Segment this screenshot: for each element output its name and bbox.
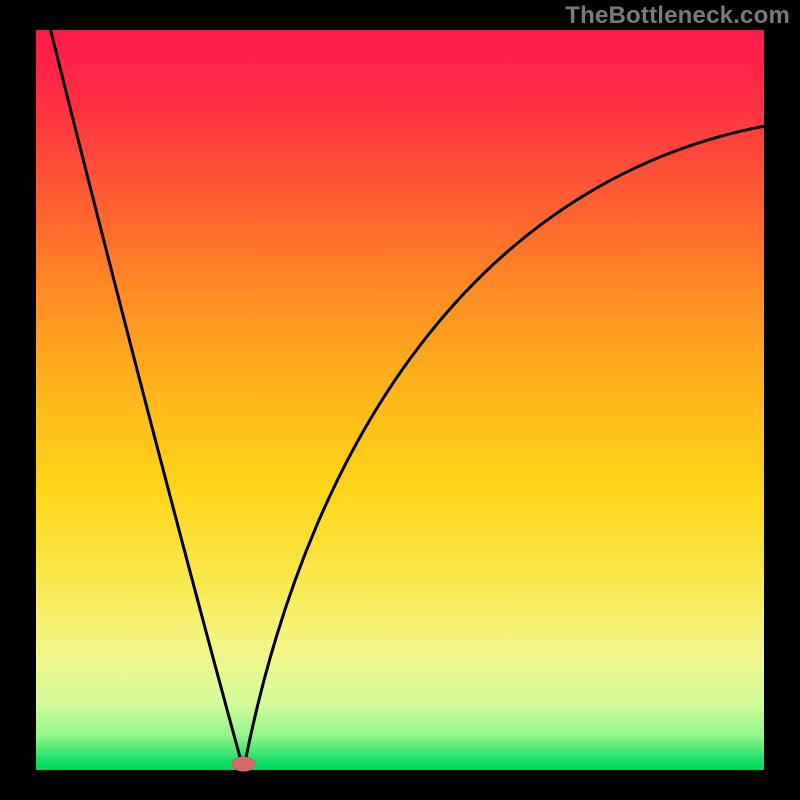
vertex-marker [232, 757, 255, 772]
bottleneck-curve-chart [0, 0, 800, 800]
watermark-text: TheBottleneck.com [565, 2, 790, 30]
chart-container: TheBottleneck.com [0, 0, 800, 800]
